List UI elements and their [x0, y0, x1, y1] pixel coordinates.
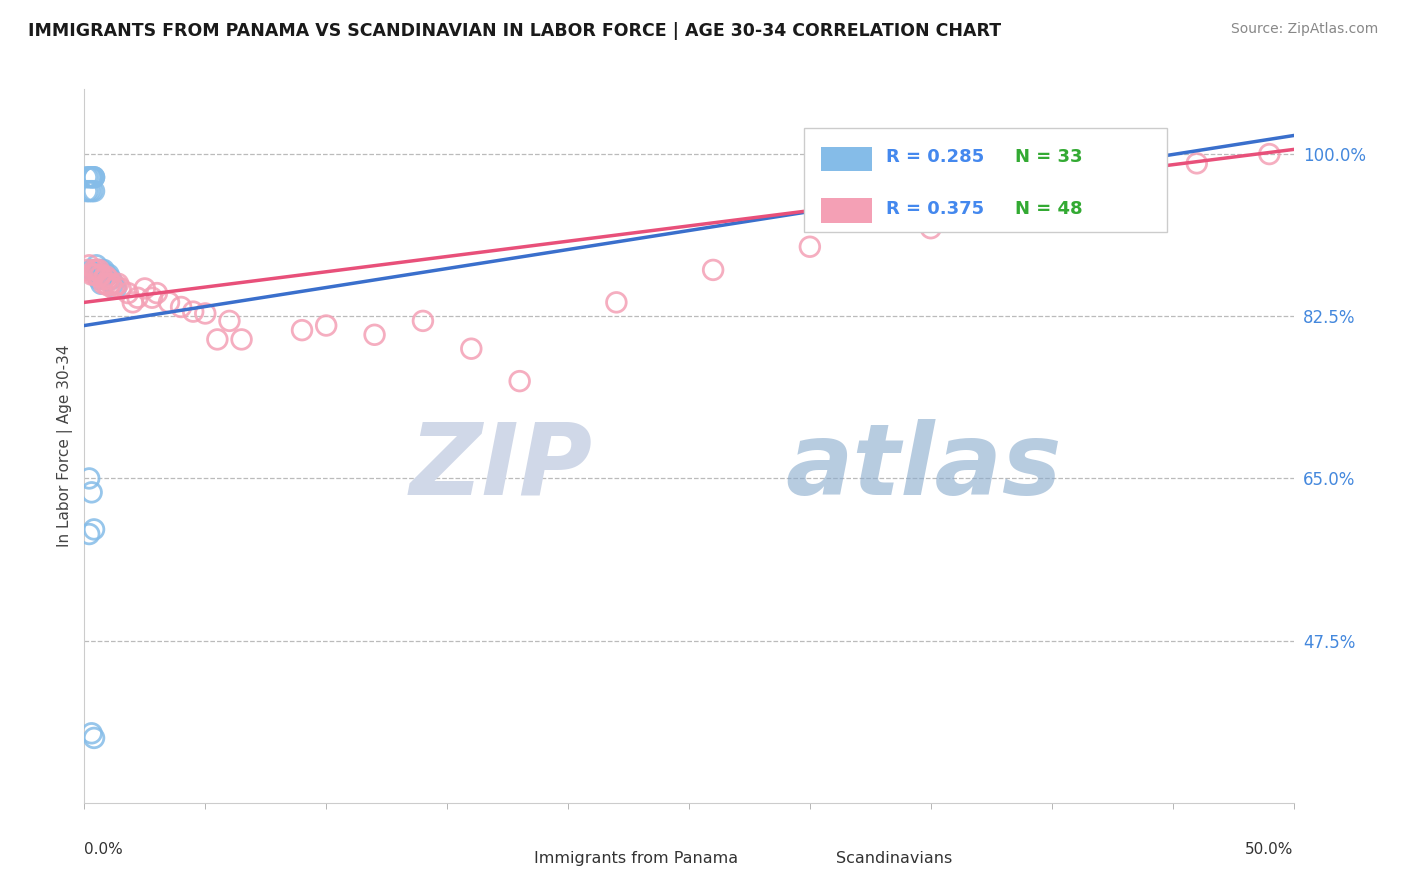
Point	[146, 286, 169, 301]
Text: 50.0%: 50.0%	[1246, 842, 1294, 857]
Point	[170, 300, 193, 314]
Point	[80, 170, 103, 185]
Point	[93, 263, 115, 277]
Point	[194, 306, 217, 320]
Point	[993, 198, 1015, 212]
Point	[181, 304, 204, 318]
Point	[83, 184, 105, 198]
Point	[104, 278, 127, 293]
Point	[702, 263, 724, 277]
Text: R = 0.285: R = 0.285	[886, 148, 984, 167]
Point	[107, 277, 129, 291]
Point	[920, 221, 942, 235]
Point	[460, 342, 482, 356]
Text: N = 48: N = 48	[1015, 200, 1083, 219]
Point	[1258, 147, 1281, 161]
Point	[86, 258, 108, 272]
Point	[207, 333, 229, 347]
Point	[80, 184, 103, 198]
Point	[363, 327, 385, 342]
Point	[87, 268, 110, 282]
Point	[110, 281, 132, 295]
Point	[94, 269, 117, 284]
Text: Source: ZipAtlas.com: Source: ZipAtlas.com	[1230, 22, 1378, 37]
Text: atlas: atlas	[786, 419, 1062, 516]
Point	[86, 268, 108, 282]
Y-axis label: In Labor Force | Age 30-34: In Labor Force | Age 30-34	[58, 344, 73, 548]
Point	[80, 170, 103, 185]
Point	[127, 291, 149, 305]
Point	[315, 318, 337, 333]
Text: N = 33: N = 33	[1015, 148, 1083, 167]
Point	[97, 272, 120, 286]
Point	[77, 527, 100, 541]
Point	[83, 170, 105, 185]
Point	[157, 295, 180, 310]
Point	[103, 281, 125, 295]
Text: IMMIGRANTS FROM PANAMA VS SCANDINAVIAN IN LABOR FORCE | AGE 30-34 CORRELATION CH: IMMIGRANTS FROM PANAMA VS SCANDINAVIAN I…	[28, 22, 1001, 40]
Point	[1088, 184, 1111, 198]
Point	[76, 170, 98, 185]
FancyBboxPatch shape	[821, 198, 872, 223]
Point	[97, 278, 120, 293]
Point	[77, 184, 100, 198]
Point	[87, 263, 110, 277]
Point	[83, 268, 105, 282]
Point	[799, 240, 821, 254]
Point	[90, 268, 112, 282]
Text: ZIP: ZIP	[409, 419, 592, 516]
Point	[76, 263, 98, 277]
Point	[83, 170, 105, 185]
Point	[412, 314, 434, 328]
Text: R = 0.375: R = 0.375	[886, 200, 984, 219]
FancyBboxPatch shape	[821, 146, 872, 171]
Point	[80, 268, 103, 282]
Text: Scandinavians: Scandinavians	[837, 851, 953, 866]
Point	[121, 295, 143, 310]
FancyBboxPatch shape	[482, 848, 523, 870]
Point	[509, 374, 531, 388]
Point	[97, 272, 120, 286]
Point	[80, 263, 103, 277]
Point	[104, 281, 127, 295]
Point	[77, 471, 100, 485]
Point	[83, 523, 105, 537]
Point	[218, 314, 240, 328]
Point	[90, 263, 112, 277]
Point	[231, 333, 253, 347]
Point	[83, 731, 105, 745]
Point	[80, 485, 103, 500]
FancyBboxPatch shape	[804, 128, 1167, 232]
Point	[134, 281, 156, 295]
Point	[93, 277, 115, 291]
Point	[291, 323, 314, 337]
Point	[86, 263, 108, 277]
Point	[77, 170, 100, 185]
Point	[77, 258, 100, 272]
Point	[86, 268, 108, 282]
Point	[100, 277, 122, 291]
Point	[93, 268, 115, 282]
Point	[76, 184, 98, 198]
Point	[605, 295, 627, 310]
FancyBboxPatch shape	[785, 848, 825, 870]
Point	[93, 272, 115, 286]
Point	[80, 726, 103, 740]
Point	[94, 277, 117, 291]
Point	[87, 263, 110, 277]
Point	[83, 263, 105, 277]
Text: 0.0%: 0.0%	[84, 842, 124, 857]
Point	[97, 268, 120, 282]
Point	[141, 291, 163, 305]
Point	[87, 272, 110, 286]
Point	[100, 272, 122, 286]
Point	[94, 268, 117, 282]
Point	[86, 263, 108, 277]
Point	[90, 277, 112, 291]
Text: Immigrants from Panama: Immigrants from Panama	[534, 851, 738, 866]
Point	[87, 269, 110, 284]
Point	[103, 277, 125, 291]
Point	[117, 286, 139, 301]
Point	[1185, 156, 1208, 170]
